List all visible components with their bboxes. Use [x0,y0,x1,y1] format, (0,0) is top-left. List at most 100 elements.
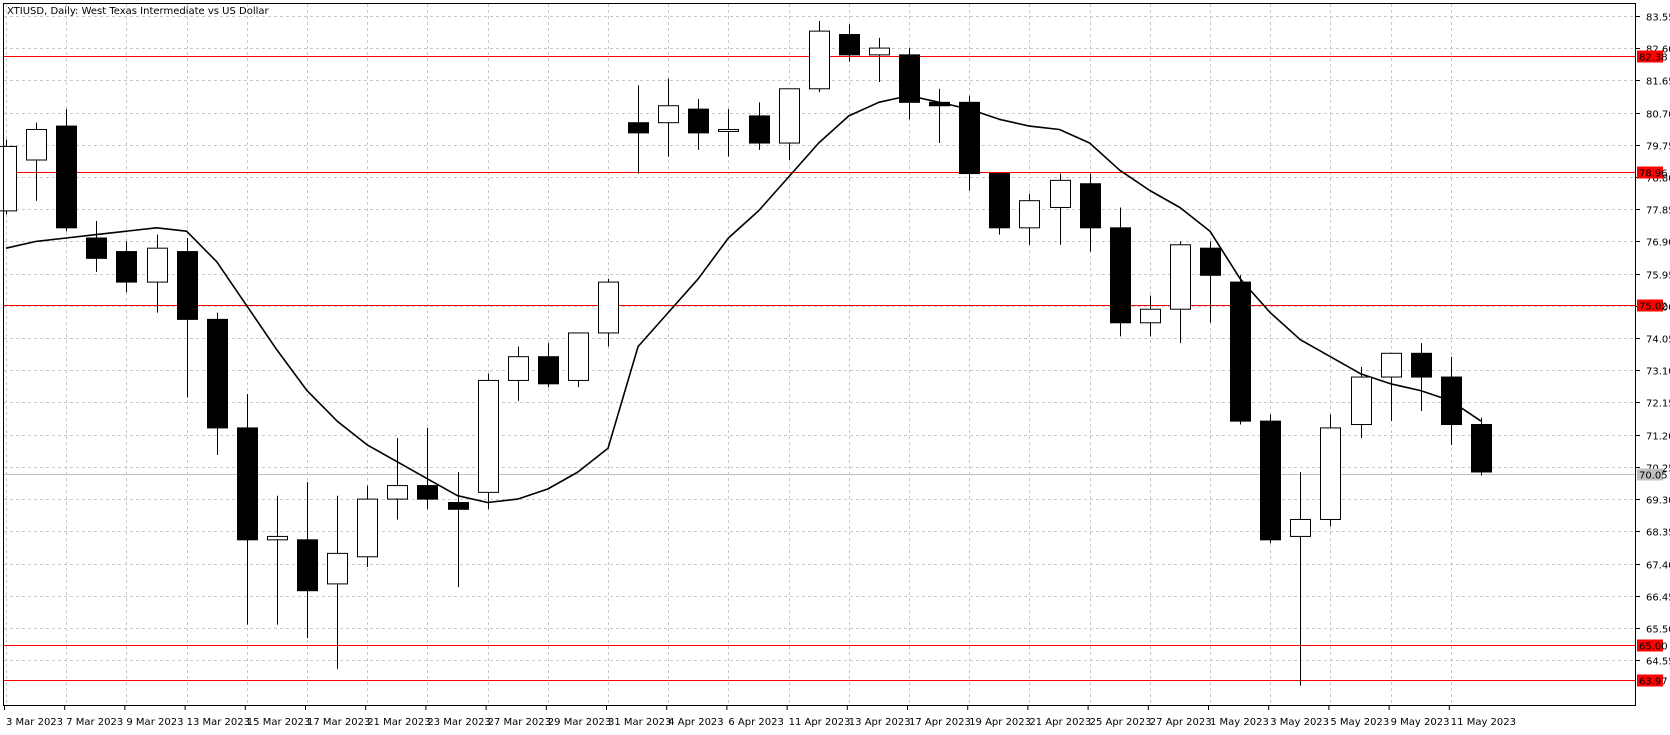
candle-body-bearish [1441,376,1462,426]
candle [1411,343,1432,411]
horizontal-levels [4,56,1636,681]
candle-body-bearish [839,34,860,56]
candle [1200,241,1221,323]
x-tick-label: 7 Mar 2023 [66,717,123,728]
x-tick-label: 5 May 2023 [1330,717,1389,728]
candle-body-bearish [1471,424,1492,473]
candle [899,48,920,120]
y-tick-label: 81.65 [1646,77,1670,88]
x-tick-label: 27 Mar 2023 [488,717,551,728]
candle [177,238,198,398]
x-tick-label: 1 May 2023 [1210,717,1269,728]
x-tick-label: 9 Mar 2023 [126,717,183,728]
candle-body-bullish [869,47,890,56]
candle [1080,173,1101,252]
price-level-badge [1637,50,1663,63]
candle [86,221,107,272]
candle [809,20,830,93]
candle [267,495,288,625]
x-tick-label: 25 Apr 2023 [1090,717,1152,728]
y-tick-label: 71.20 [1646,432,1670,443]
moving-average-path [5,94,1482,504]
candle [327,495,348,669]
candle-body-bullish [658,105,679,124]
x-tick-label: 13 Mar 2023 [187,717,250,728]
candle-body-bullish [478,379,499,493]
candle-body-bearish [177,251,198,320]
candle [749,102,770,150]
candle [869,37,890,82]
chart-title: XTIUSD, Daily: West Texas Intermediate v… [7,6,270,17]
y-tick-label: 82.60 [1646,45,1670,56]
candle-body-bearish [86,237,107,259]
candle [1351,366,1372,439]
x-tick-label: 19 Apr 2023 [969,717,1031,728]
candle [839,24,860,62]
x-tick-label: 17 Mar 2023 [307,717,370,728]
candle-body-bearish [1200,247,1221,276]
price-level-badge [1637,299,1663,312]
candle-body-bearish [1260,420,1281,541]
price-level-label: 82.38 [1639,53,1668,64]
x-tick-label: 4 Apr 2023 [668,717,723,728]
candle-body-bearish [1230,281,1251,422]
price-level-label: 63.97 [1639,677,1668,688]
candle-body-bearish [297,539,318,592]
price-level-badge [1637,166,1663,179]
candle-body-bearish [959,101,980,175]
y-tick-label: 79.75 [1646,142,1670,153]
candle-body-bullish [1140,308,1161,324]
y-tick-label: 72.15 [1646,399,1670,410]
candle-body-bullish [147,247,168,283]
candle [237,394,258,625]
candle [1381,352,1402,422]
candle [147,234,168,313]
x-tick-label: 17 Apr 2023 [909,717,971,728]
candle [1471,417,1492,476]
candle [387,438,408,520]
y-tick-label: 64.55 [1646,657,1670,668]
candle [1441,356,1462,445]
x-tick-label: 21 Apr 2023 [1029,717,1091,728]
candle [628,85,649,174]
candle-body-bearish [899,54,920,103]
candle [1019,193,1040,245]
candle-body-bearish [237,427,258,541]
candle [207,312,228,456]
candle-body-bullish [1381,352,1402,378]
y-tick-label: 75.95 [1646,271,1670,282]
price-level-label: 75.02 [1639,302,1668,313]
x-tick-label: 27 Apr 2023 [1150,717,1212,728]
candle [448,472,469,588]
candle-body-bullish [26,128,47,161]
y-tick-label: 74.05 [1646,335,1670,346]
candle-body-bullish [1290,518,1311,537]
candle [1050,173,1071,245]
candle [779,88,800,160]
price-level-badge [1637,639,1663,652]
price-level-label: 78.96 [1639,169,1668,180]
x-tick-label: 15 Mar 2023 [247,717,310,728]
candle [718,109,739,157]
y-tick-label: 80.70 [1646,110,1670,121]
y-axis: 83.55 82.60 81.65 80.70 79.75 78.80 77.85 76.90… [1636,13,1670,688]
candle [1140,295,1161,337]
candle [688,98,709,150]
candle-body-bearish [116,251,137,283]
candle-body-bearish [1080,183,1101,229]
candle-body-bearish [688,108,709,134]
y-tick-label: 65.50 [1646,625,1670,636]
candle [1320,414,1341,527]
candle-body-bullish [1170,244,1191,310]
candle [568,332,589,388]
x-tick-label: 13 Apr 2023 [849,717,911,728]
y-tick-label: 78.80 [1646,174,1670,185]
candle-body-bearish [628,122,649,134]
candle [508,346,529,401]
candle [357,485,378,567]
candle-body-bullish [357,498,378,558]
candle [1260,414,1281,544]
candle-body-bearish [207,318,228,429]
candle [116,241,137,293]
